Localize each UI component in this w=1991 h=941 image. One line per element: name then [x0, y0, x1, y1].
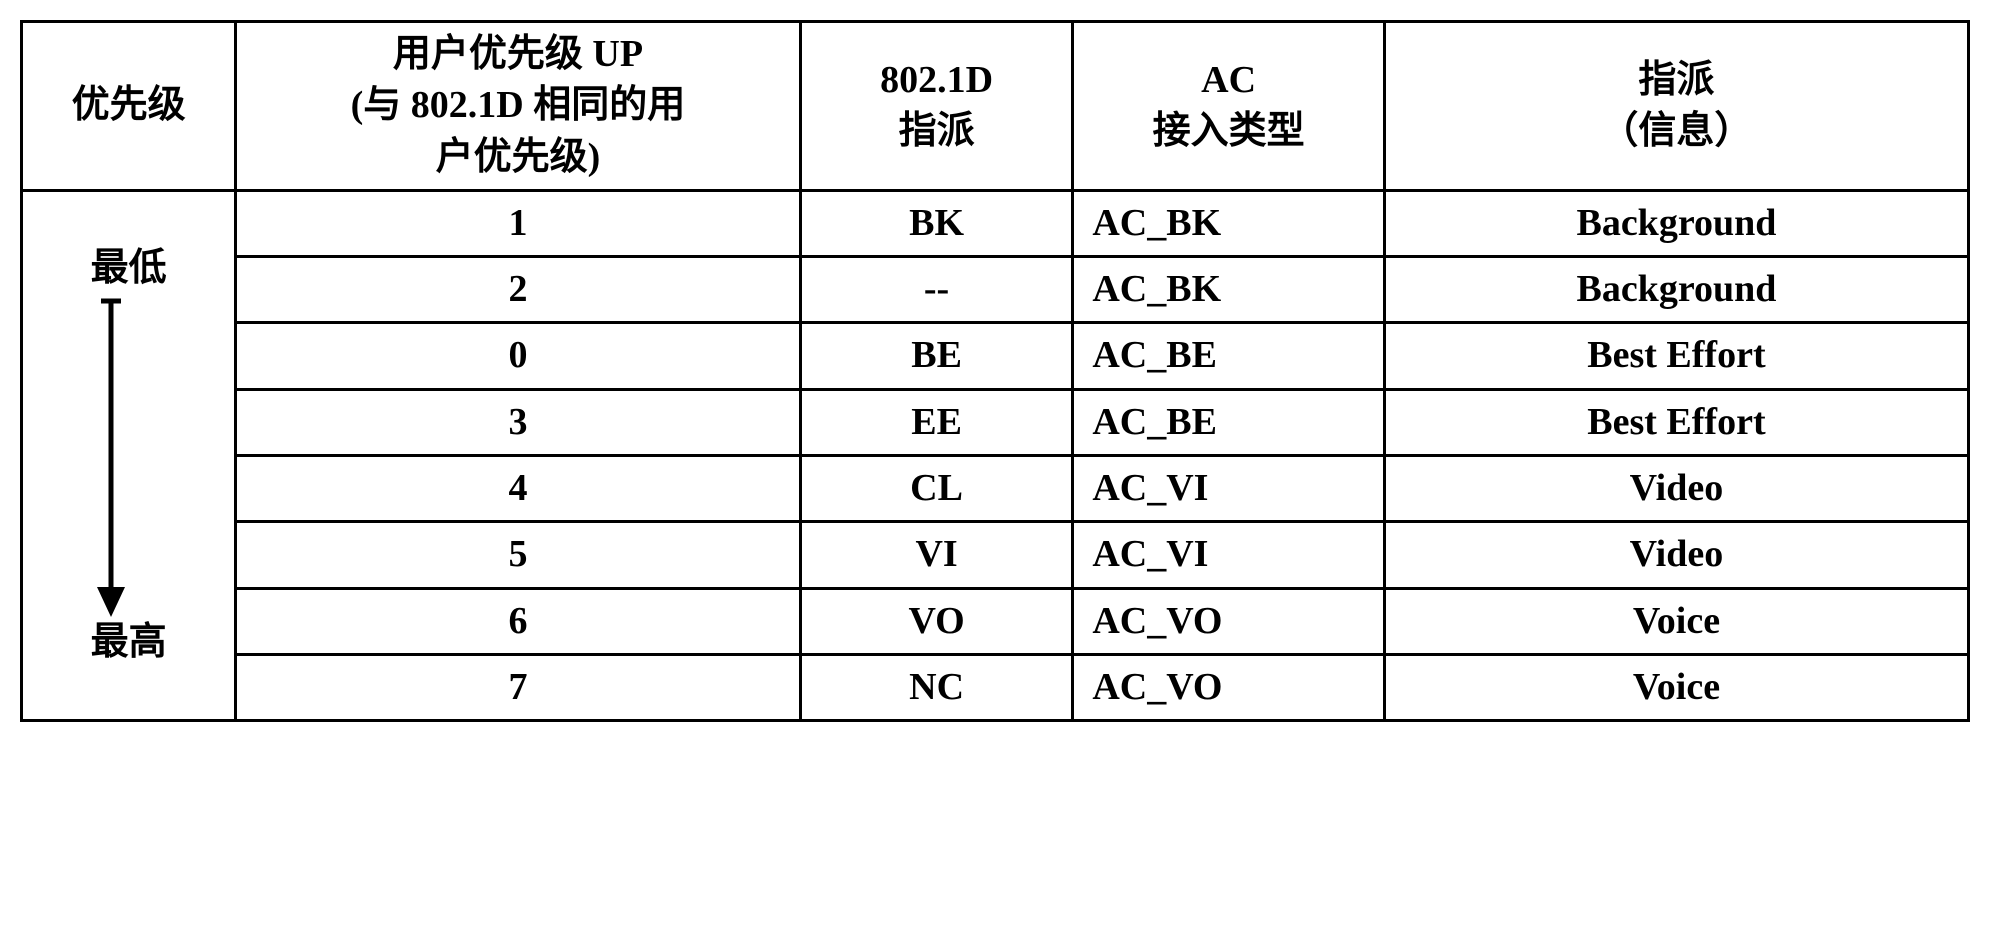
- cell-assign: Background: [1384, 257, 1968, 323]
- table-body: 最低 最高 1 BK AC_BK Background 2 -- AC_BK B…: [22, 190, 1969, 720]
- table-row: 最低 最高 1 BK AC_BK Background: [22, 190, 1969, 256]
- table-row: 5 VI AC_VI Video: [22, 522, 1969, 588]
- cell-ac: AC_BE: [1073, 323, 1385, 389]
- priority-mapping-table: 优先级 用户优先级 UP (与 802.1D 相同的用 户优先级) 802.1D…: [20, 20, 1970, 722]
- cell-up: 0: [236, 323, 801, 389]
- header-8021d-line2: 指派: [899, 110, 975, 152]
- header-assign-line1: 指派: [1638, 59, 1714, 101]
- cell-8021d: VO: [800, 588, 1073, 654]
- header-up-line2: (与 802.1D 相同的用: [351, 84, 686, 126]
- table-row: 6 VO AC_VO Voice: [22, 588, 1969, 654]
- priority-arrow-icon: [91, 297, 131, 617]
- cell-assign: Best Effort: [1384, 389, 1968, 455]
- table-header-row: 优先级 用户优先级 UP (与 802.1D 相同的用 户优先级) 802.1D…: [22, 22, 1969, 191]
- table-row: 2 -- AC_BK Background: [22, 257, 1969, 323]
- cell-8021d: --: [800, 257, 1073, 323]
- cell-8021d: CL: [800, 456, 1073, 522]
- table-row: 4 CL AC_VI Video: [22, 456, 1969, 522]
- cell-assign: Voice: [1384, 588, 1968, 654]
- header-up-line1: 用户优先级 UP: [393, 33, 643, 75]
- cell-ac: AC_VI: [1073, 456, 1385, 522]
- cell-ac: AC_BE: [1073, 389, 1385, 455]
- cell-8021d: BK: [800, 190, 1073, 256]
- cell-up: 7: [236, 654, 801, 720]
- cell-ac: AC_VI: [1073, 522, 1385, 588]
- header-8021d-line1: 802.1D: [880, 59, 993, 101]
- cell-8021d: EE: [800, 389, 1073, 455]
- header-priority: 优先级: [22, 22, 236, 191]
- cell-ac: AC_VO: [1073, 654, 1385, 720]
- cell-8021d: NC: [800, 654, 1073, 720]
- cell-ac: AC_BK: [1073, 257, 1385, 323]
- table-row: 0 BE AC_BE Best Effort: [22, 323, 1969, 389]
- cell-up: 1: [236, 190, 801, 256]
- header-assign-line2: （信息）: [1600, 110, 1752, 152]
- priority-axis-wrap: 最低 最高: [23, 241, 234, 671]
- header-ac-line1: AC: [1201, 59, 1256, 101]
- table-row: 3 EE AC_BE Best Effort: [22, 389, 1969, 455]
- header-up-line3: 户优先级): [436, 136, 601, 178]
- cell-ac: AC_BK: [1073, 190, 1385, 256]
- priority-axis-cell: 最低 最高: [22, 190, 236, 720]
- cell-ac: AC_VO: [1073, 588, 1385, 654]
- cell-8021d: VI: [800, 522, 1073, 588]
- cell-assign: Video: [1384, 522, 1968, 588]
- cell-up: 3: [236, 389, 801, 455]
- cell-up: 4: [236, 456, 801, 522]
- cell-up: 6: [236, 588, 801, 654]
- header-8021d: 802.1D 指派: [800, 22, 1073, 191]
- table-row: 7 NC AC_VO Voice: [22, 654, 1969, 720]
- header-ac-line2: 接入类型: [1153, 110, 1305, 152]
- cell-up: 2: [236, 257, 801, 323]
- cell-assign: Best Effort: [1384, 323, 1968, 389]
- priority-label-highest: 最高: [23, 617, 234, 668]
- cell-assign: Background: [1384, 190, 1968, 256]
- cell-up: 5: [236, 522, 801, 588]
- header-assign: 指派 （信息）: [1384, 22, 1968, 191]
- cell-assign: Voice: [1384, 654, 1968, 720]
- header-up: 用户优先级 UP (与 802.1D 相同的用 户优先级): [236, 22, 801, 191]
- header-ac: AC 接入类型: [1073, 22, 1385, 191]
- priority-label-lowest: 最低: [23, 243, 234, 294]
- cell-8021d: BE: [800, 323, 1073, 389]
- cell-assign: Video: [1384, 456, 1968, 522]
